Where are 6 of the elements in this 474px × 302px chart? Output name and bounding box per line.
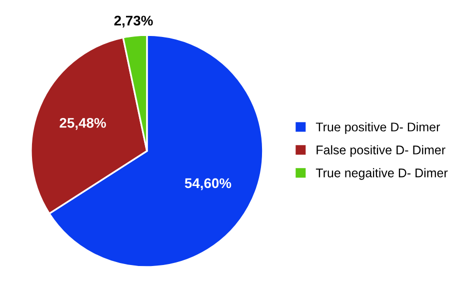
legend-label: False positive D- Dimer — [316, 145, 446, 157]
legend-label: True negaitive D- Dimer — [316, 168, 448, 180]
legend-label: True positive D- Dimer — [316, 122, 440, 134]
data-label: 25,48% — [60, 118, 106, 130]
data-label: 54,60% — [184, 178, 232, 190]
data-label: 2,73% — [114, 16, 153, 28]
